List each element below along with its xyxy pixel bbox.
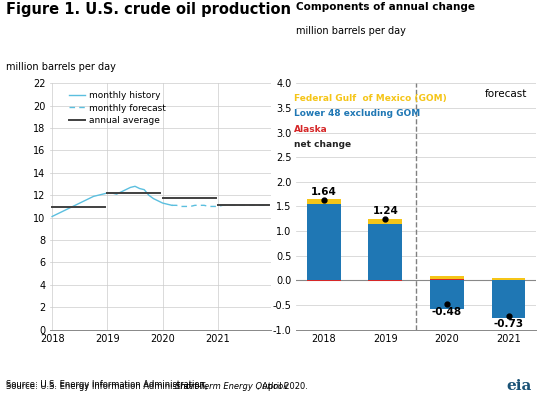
- Text: Source: U.S. Energy Information Administration,: Source: U.S. Energy Information Administ…: [6, 382, 210, 391]
- Text: , April 2020.: , April 2020.: [257, 382, 308, 391]
- Bar: [368, 219, 402, 224]
- Text: Federal Gulf  of Mexico (GOM): Federal Gulf of Mexico (GOM): [294, 94, 447, 103]
- Bar: [430, 280, 464, 309]
- Text: forecast: forecast: [484, 89, 526, 99]
- Bar: [307, 199, 341, 204]
- Bar: [492, 278, 525, 280]
- Text: million barrels per day: million barrels per day: [6, 62, 116, 71]
- Text: 1.24: 1.24: [372, 206, 398, 216]
- Bar: [430, 276, 464, 280]
- Text: million barrels per day: million barrels per day: [296, 26, 406, 36]
- Bar: [307, 204, 341, 280]
- Text: net change: net change: [294, 140, 351, 149]
- Text: Source: U.S. Energy Information Administration,: Source: U.S. Energy Information Administ…: [6, 380, 210, 389]
- Bar: [307, 280, 341, 281]
- Bar: [492, 280, 525, 318]
- Text: 1.64: 1.64: [311, 187, 337, 197]
- Text: Lower 48 excluding GOM: Lower 48 excluding GOM: [294, 110, 420, 118]
- Text: Source: U.S. Energy Information Administration, Short-Term Energy Outlook, April: Source: U.S. Energy Information Administ…: [0, 396, 1, 397]
- Text: -0.73: -0.73: [493, 319, 524, 329]
- Legend: monthly history, monthly forecast, annual average: monthly history, monthly forecast, annua…: [65, 88, 169, 128]
- Text: eia: eia: [506, 379, 531, 393]
- Bar: [368, 224, 402, 280]
- Text: Components of annual change: Components of annual change: [296, 2, 475, 12]
- Text: -0.48: -0.48: [432, 307, 462, 317]
- Text: Figure 1. U.S. crude oil production: Figure 1. U.S. crude oil production: [6, 2, 290, 17]
- Text: Alaska: Alaska: [294, 125, 328, 134]
- Bar: [368, 280, 402, 281]
- Bar: [430, 279, 464, 280]
- Text: Short-Term Energy Outlook: Short-Term Energy Outlook: [175, 382, 289, 391]
